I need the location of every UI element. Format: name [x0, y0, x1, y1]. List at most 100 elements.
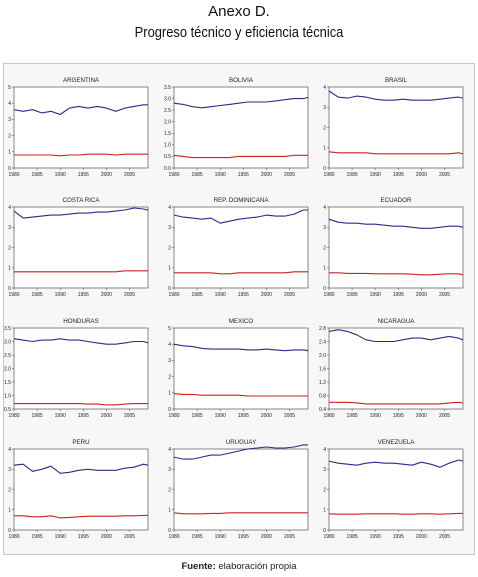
- y-tick-label: 0: [168, 528, 171, 534]
- y-tick-label: 5: [168, 326, 171, 332]
- y-tick-label: 2.0: [4, 366, 11, 372]
- chart-brasil: BRASIL 0 1 2 3 4 1980 1985 1990 1995 2000 2005: [323, 77, 464, 178]
- y-tick-label: 1: [8, 508, 11, 514]
- y-tick-label: 2.0: [164, 120, 171, 126]
- x-tick-label: 1985: [192, 413, 203, 419]
- x-tick-label: 2005: [124, 413, 135, 419]
- y-tick-label: 1.0: [4, 393, 11, 399]
- x-tick-label: 1990: [215, 292, 226, 298]
- y-tick-label: 2: [323, 125, 326, 131]
- x-tick-label: 1995: [393, 413, 404, 419]
- series-line-blue: [13, 104, 148, 116]
- x-tick-label: 2005: [124, 172, 135, 178]
- series-line-red: [328, 151, 464, 155]
- y-tick-label: 1.5: [4, 380, 11, 386]
- y-tick-label: 1: [168, 391, 171, 397]
- series-line-blue: [13, 207, 149, 219]
- x-tick-label: 1985: [32, 292, 43, 298]
- y-tick-label: 2.4: [319, 339, 326, 345]
- x-tick-label: 1990: [215, 413, 226, 419]
- source-text: elaboración propia: [218, 561, 297, 572]
- y-tick-label: 1: [168, 508, 171, 514]
- y-tick-label: 3: [323, 467, 326, 473]
- x-tick-label: 2000: [101, 172, 112, 178]
- y-tick-label: 2.8: [319, 326, 326, 332]
- x-tick-label: 2000: [416, 292, 427, 298]
- series-line-red: [173, 512, 308, 515]
- series-line-red: [14, 270, 148, 273]
- x-tick-label: 2005: [124, 292, 135, 298]
- y-tick-label: 3: [8, 225, 11, 231]
- y-tick-label: 2: [168, 487, 171, 493]
- y-tick-label: 1: [168, 266, 171, 272]
- x-tick-label: 1985: [192, 172, 203, 178]
- x-tick-label: 1980: [168, 172, 179, 178]
- y-tick-label: 3: [323, 105, 326, 111]
- x-tick-label: 1980: [8, 413, 19, 419]
- y-tick-label: 2.5: [4, 353, 11, 359]
- x-tick-label: 2005: [284, 172, 295, 178]
- x-tick-label: 2005: [284, 534, 295, 540]
- y-tick-label: 3.5: [4, 326, 11, 332]
- y-tick-label: 1: [323, 508, 326, 514]
- plot-area: [328, 448, 464, 531]
- series-line-red: [14, 514, 148, 519]
- x-tick-label: 1990: [370, 413, 381, 419]
- y-tick-label: 1.6: [319, 366, 326, 372]
- y-tick-label: 1.2: [319, 380, 326, 386]
- y-tick-label: 3: [323, 225, 326, 231]
- x-tick-label: 1980: [168, 292, 179, 298]
- series-line-blue: [173, 444, 308, 460]
- y-tick-label: 2: [8, 133, 11, 139]
- chart-title: VENEZUELA: [378, 439, 416, 446]
- y-tick-label: 5: [8, 85, 11, 91]
- y-tick-label: 1: [8, 150, 11, 156]
- y-tick-label: 0.8: [319, 393, 326, 399]
- source-label: Fuente:: [181, 561, 216, 572]
- y-tick-label: 2: [168, 245, 171, 251]
- y-tick-label: 4: [8, 447, 11, 453]
- y-tick-label: 3: [8, 467, 11, 473]
- x-tick-label: 1985: [192, 534, 203, 540]
- y-tick-label: 0.5: [4, 407, 11, 413]
- y-tick-label: 4: [168, 205, 171, 211]
- x-tick-label: 2000: [416, 172, 427, 178]
- y-tick-label: 0.0: [164, 166, 171, 172]
- x-tick-label: 1995: [78, 413, 89, 419]
- y-tick-label: 1: [323, 266, 326, 272]
- y-tick-label: 4: [8, 101, 11, 107]
- series-line-red: [173, 393, 308, 397]
- plot-area: [173, 327, 309, 410]
- page-subtitle: Progreso técnico y eficiencia técnica: [134, 24, 344, 41]
- x-tick-label: 2000: [416, 413, 427, 419]
- x-tick-label: 1985: [32, 172, 43, 178]
- y-tick-label: 0.5: [164, 154, 171, 160]
- x-tick-label: 1980: [168, 413, 179, 419]
- x-tick-label: 1985: [32, 413, 43, 419]
- chart-title: COSTA RICA: [62, 197, 100, 204]
- x-tick-label: 1990: [370, 292, 381, 298]
- chart-ecuador: ECUADOR 0 1 2 3 4 1980 1985 1990 1995 2000 2005: [323, 197, 464, 298]
- chart-title: ARGENTINA: [63, 77, 100, 84]
- x-tick-label: 1985: [347, 413, 358, 419]
- chart-title: NICARAGUA: [378, 318, 416, 325]
- x-tick-label: 1995: [238, 413, 249, 419]
- x-tick-label: 2005: [439, 292, 450, 298]
- y-tick-label: 4: [323, 205, 326, 211]
- x-tick-label: 2000: [261, 534, 272, 540]
- x-tick-label: 1990: [55, 292, 66, 298]
- x-tick-label: 1985: [32, 534, 43, 540]
- y-tick-label: 3: [168, 467, 171, 473]
- x-tick-label: 2000: [261, 292, 272, 298]
- plot-area: [173, 206, 309, 289]
- chart-title: URUGUAY: [226, 439, 256, 446]
- chart-argentina: ARGENTINA 0 1 2 3 4 5 1980 1985 1990 1995 2000 2005: [8, 77, 149, 178]
- x-tick-label: 1990: [370, 172, 381, 178]
- chart-title: MEXICO: [229, 318, 254, 325]
- y-tick-label: 0: [168, 407, 171, 413]
- x-tick-label: 1995: [238, 172, 249, 178]
- y-tick-label: 3.0: [4, 339, 11, 345]
- chart-mexico: MEXICO 0 1 2 3 4 5 1980 1985 1990 1995 2000 2005: [168, 318, 309, 419]
- x-tick-label: 1985: [347, 172, 358, 178]
- series-line-red: [329, 401, 464, 405]
